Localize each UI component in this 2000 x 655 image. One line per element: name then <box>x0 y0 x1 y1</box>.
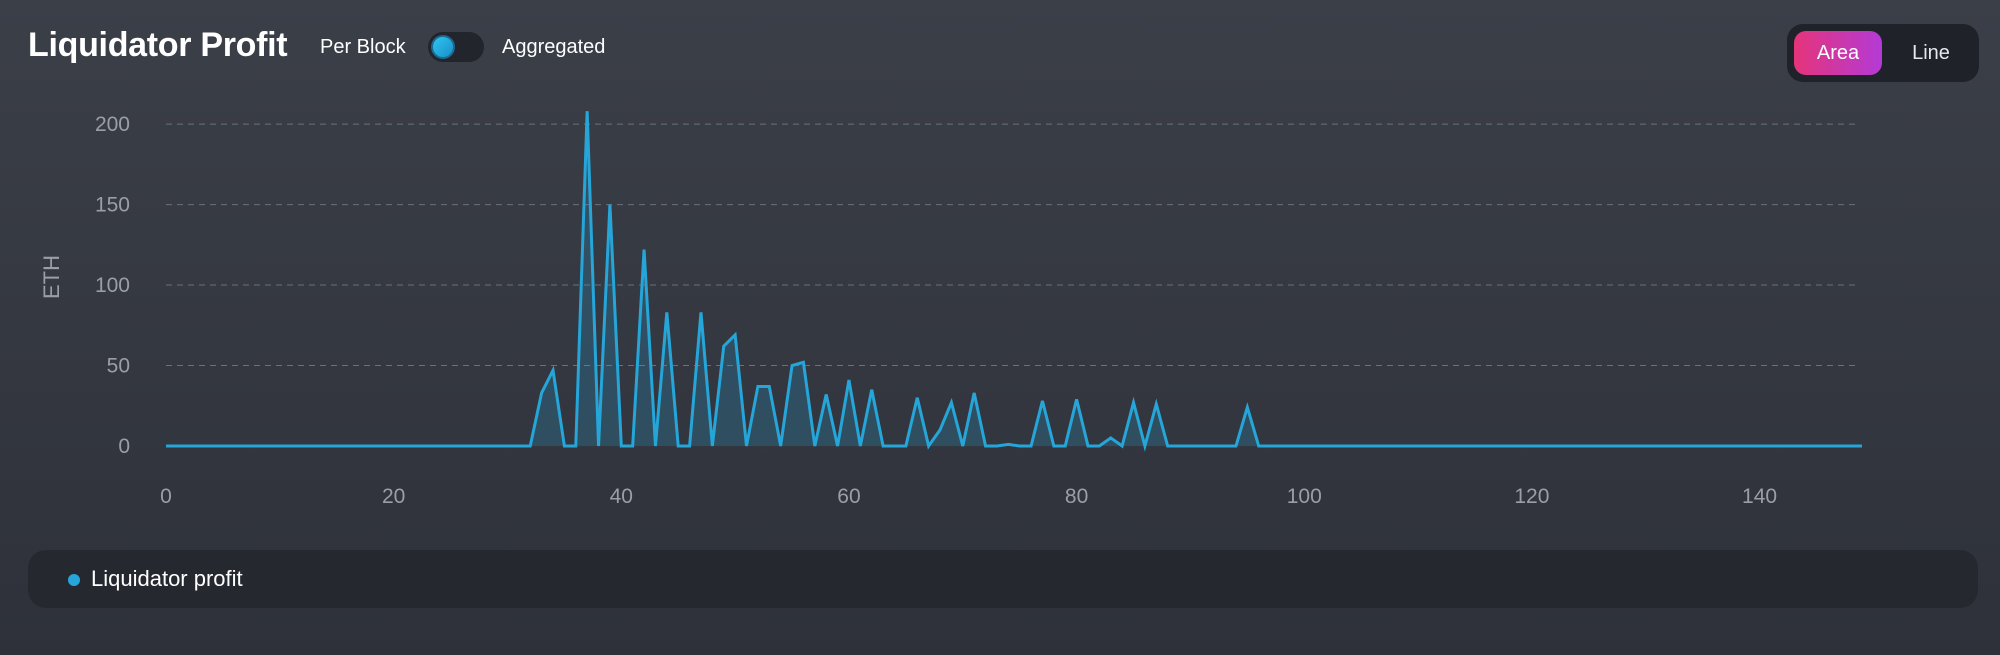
legend: Liquidator profit <box>28 550 1978 608</box>
x-tick-label: 100 <box>1287 485 1322 508</box>
legend-swatch <box>68 574 80 586</box>
per-block-label: Per Block <box>320 36 406 58</box>
area-view-button[interactable]: Area <box>1794 31 1882 75</box>
chart-title: Liquidator Profit <box>28 26 288 64</box>
aggregated-label: Aggregated <box>502 36 606 58</box>
y-tick-label: 0 <box>118 435 130 458</box>
y-tick-label: 200 <box>95 113 130 136</box>
liquidator-profit-chart: 0 50 100 150 200 0 20 40 60 80 100 120 140 ETH <box>39 111 1863 508</box>
x-tick-label: 120 <box>1514 485 1549 508</box>
x-tick-label: 20 <box>382 485 405 508</box>
y-tick-label: 100 <box>95 274 130 297</box>
legend-item-liquidator-profit[interactable]: Liquidator profit <box>91 566 243 591</box>
y-tick-label: 150 <box>95 194 130 217</box>
y-axis-label: ETH <box>39 255 64 299</box>
y-axis-ticks: 0 50 100 150 200 <box>95 113 130 458</box>
grid-lines <box>166 123 1856 367</box>
x-tick-label: 40 <box>610 485 633 508</box>
toggle-knob[interactable] <box>431 35 455 59</box>
x-tick-label: 60 <box>837 485 860 508</box>
x-tick-label: 80 <box>1065 485 1088 508</box>
x-tick-label: 0 <box>160 485 172 508</box>
chart-view-switch: Area Line <box>1787 24 1979 82</box>
series-points <box>165 111 1863 447</box>
y-tick-label: 50 <box>107 355 130 378</box>
series-line <box>166 111 1862 452</box>
line-view-button[interactable]: Line <box>1912 41 1950 64</box>
aggregation-toggle[interactable] <box>428 32 484 62</box>
x-axis-ticks: 0 20 40 60 80 100 120 140 <box>160 485 1777 508</box>
series-area <box>166 111 1862 446</box>
x-tick-label: 140 <box>1742 485 1777 508</box>
